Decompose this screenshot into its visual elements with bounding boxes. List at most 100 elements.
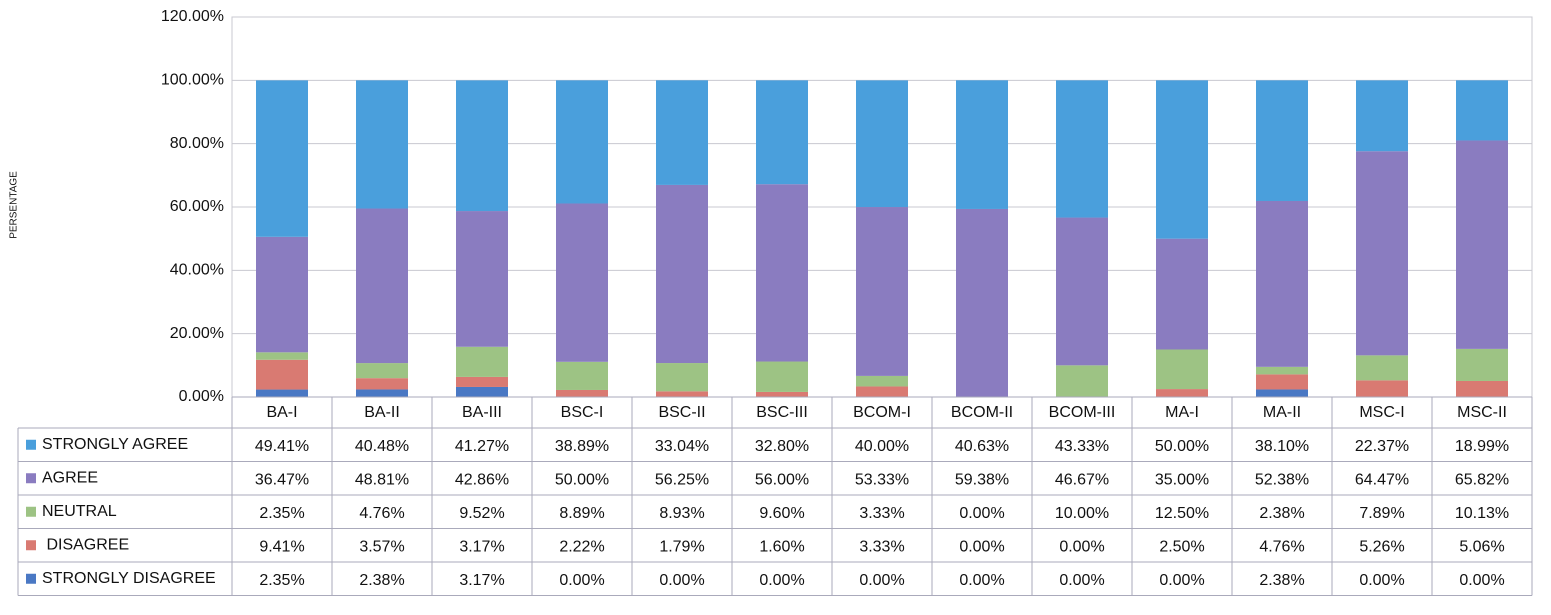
bar-segment	[456, 211, 508, 347]
table-value: 0.00%	[959, 538, 1004, 555]
table-value: 56.25%	[655, 471, 709, 488]
table-value: 41.27%	[455, 438, 509, 455]
bar-segment	[256, 352, 308, 360]
table-value: 8.93%	[659, 505, 704, 522]
table-value: 5.06%	[1459, 538, 1504, 555]
table-value: 3.17%	[459, 538, 504, 555]
bar-segment	[1256, 389, 1308, 397]
y-tick-label: 0.00%	[179, 388, 224, 405]
table-value: 0.00%	[1059, 538, 1104, 555]
bar-segment	[956, 80, 1008, 209]
table-value: 2.38%	[359, 572, 404, 589]
table-value: 0.00%	[1059, 572, 1104, 589]
table-value: 10.13%	[1455, 505, 1509, 522]
bar-segment	[456, 80, 508, 212]
table-value: 0.00%	[859, 572, 904, 589]
bar-segment	[1156, 349, 1208, 390]
bar-segment	[1456, 140, 1508, 349]
legend-key	[26, 540, 36, 551]
table-value: 18.99%	[1455, 438, 1509, 455]
table-value: 3.17%	[459, 572, 504, 589]
legend-key	[26, 439, 36, 450]
table-value: 35.00%	[1155, 471, 1209, 488]
bar-segment	[1056, 365, 1108, 397]
bar-segment	[1056, 80, 1108, 218]
legend-key	[26, 506, 36, 517]
table-value: 0.00%	[959, 505, 1004, 522]
table-value: 42.86%	[455, 471, 509, 488]
table-value: 2.35%	[259, 572, 304, 589]
bar-segment	[556, 80, 608, 204]
table-value: 40.48%	[355, 438, 409, 455]
x-tick-label: MA-II	[1263, 404, 1301, 421]
legend-key	[26, 573, 36, 584]
y-tick-label: 20.00%	[170, 325, 224, 342]
bar-segment	[1256, 366, 1308, 375]
table-value: 0.00%	[659, 572, 704, 589]
x-tick-label: BA-I	[266, 404, 297, 421]
table-value: 0.00%	[759, 572, 804, 589]
table-value: 9.41%	[259, 538, 304, 555]
table-value: 53.33%	[855, 471, 909, 488]
bar-segment	[656, 391, 708, 397]
bar-segment	[1356, 151, 1408, 356]
bar-segment	[256, 80, 308, 237]
legend-label: NEUTRAL	[42, 503, 117, 520]
bar-segment	[756, 80, 808, 185]
table-value: 65.82%	[1455, 471, 1509, 488]
table-value: 56.00%	[755, 471, 809, 488]
bar-segment	[656, 184, 708, 364]
y-tick-label: 100.00%	[161, 72, 224, 89]
table-value: 0.00%	[1459, 572, 1504, 589]
table-value: 1.60%	[759, 538, 804, 555]
table-value: 3.33%	[859, 505, 904, 522]
table-value: 40.63%	[955, 438, 1009, 455]
bar-segment	[556, 361, 608, 390]
bar-segment	[356, 208, 408, 364]
legend-key	[26, 473, 36, 484]
legend-label: DISAGREE	[42, 536, 129, 553]
bar-segment	[256, 236, 308, 353]
bar-segment	[1256, 374, 1308, 390]
legend-label: STRONGLY DISAGREE	[42, 570, 216, 587]
table-value: 2.38%	[1259, 505, 1304, 522]
bar-segment	[856, 386, 908, 397]
bar-segment	[1456, 348, 1508, 381]
table-value: 64.47%	[1355, 471, 1409, 488]
table-value: 9.52%	[459, 505, 504, 522]
x-tick-label: BCOM-III	[1049, 404, 1116, 421]
y-tick-label: 120.00%	[161, 8, 224, 25]
table-value: 2.35%	[259, 505, 304, 522]
bar-segment	[1156, 80, 1208, 239]
table-value: 46.67%	[1055, 471, 1109, 488]
bar-segment	[1156, 238, 1208, 350]
bar-segment	[1456, 380, 1508, 397]
table-value: 59.38%	[955, 471, 1009, 488]
table-value: 10.00%	[1055, 505, 1109, 522]
bar-segment	[456, 376, 508, 387]
table-value: 7.89%	[1359, 505, 1404, 522]
bar-segment	[356, 80, 408, 209]
y-tick-label: 80.00%	[170, 135, 224, 152]
table-value: 48.81%	[355, 471, 409, 488]
bar-segment	[656, 363, 708, 392]
table-value: 52.38%	[1255, 471, 1309, 488]
bar-segment	[456, 386, 508, 397]
table-value: 32.80%	[755, 438, 809, 455]
bar-segment	[756, 391, 808, 397]
bar-segment	[256, 359, 308, 390]
bar-segment	[1456, 80, 1508, 141]
bar-segment	[956, 208, 1008, 397]
table-value: 9.60%	[759, 505, 804, 522]
table-value: 50.00%	[555, 471, 609, 488]
x-tick-label: BSC-III	[756, 404, 808, 421]
x-tick-label: MSC-I	[1359, 404, 1404, 421]
bar-segment	[556, 203, 608, 362]
table-value: 22.37%	[1355, 438, 1409, 455]
table-value: 0.00%	[959, 572, 1004, 589]
bar-segment	[1156, 389, 1208, 397]
bar-segment	[1256, 200, 1308, 367]
table-value: 3.33%	[859, 538, 904, 555]
bar-segment	[656, 80, 708, 185]
